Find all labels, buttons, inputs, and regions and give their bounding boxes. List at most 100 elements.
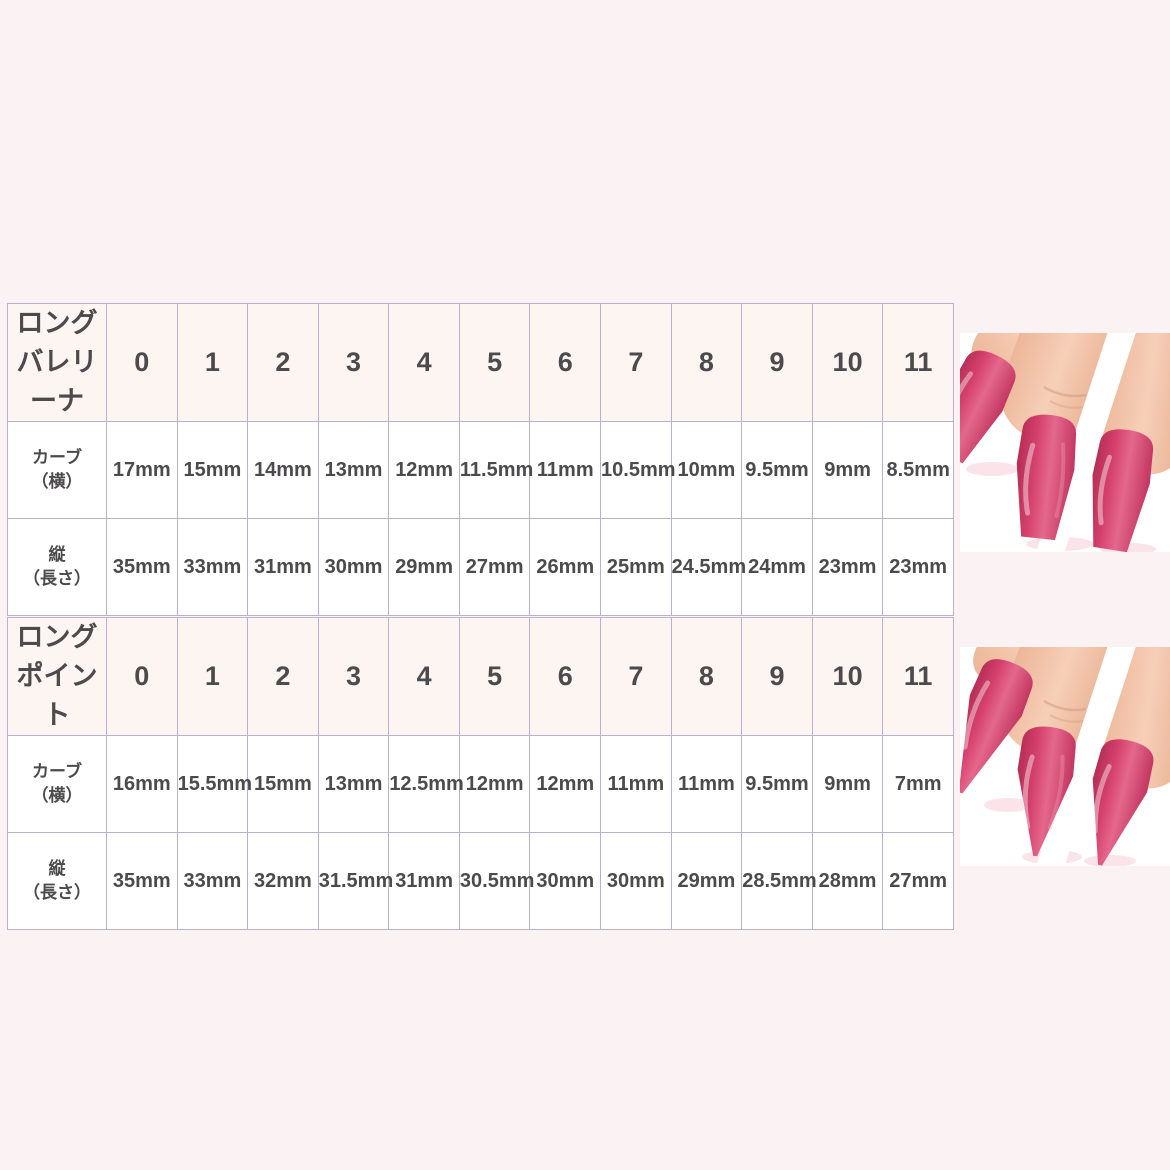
curve-label-line-1: カーブ	[32, 761, 82, 781]
size-header-cell: 0	[106, 302, 178, 423]
size-header-cell: 2	[247, 616, 319, 737]
title-line-2: ポイント	[16, 661, 98, 731]
length-value-cell: 35mm	[106, 832, 178, 931]
curve-value-cell: 10mm	[670, 421, 743, 520]
curve-value-cell: 17mm	[106, 421, 178, 520]
curve-value-cell: 7mm	[882, 735, 954, 834]
length-value-cell: 35mm	[106, 518, 178, 617]
length-value-cell: 30mm	[317, 518, 390, 617]
size-header-cell: 8	[670, 616, 743, 737]
size-header-cell: 7	[600, 302, 672, 423]
curve-value-cell: 13mm	[317, 421, 390, 520]
curve-value-cell: 11mm	[529, 421, 602, 520]
coffin-nail-left	[960, 350, 1016, 464]
size-header-cell: 11	[882, 616, 954, 737]
length-value-cell: 28mm	[811, 832, 884, 931]
length-value-cell: 24mm	[741, 518, 813, 617]
length-value-cell: 24.5mm	[670, 518, 746, 617]
stiletto-nail-right	[1092, 739, 1154, 866]
curve-value-cell: 16mm	[106, 735, 178, 834]
curve-label-line-2: （横）	[31, 786, 83, 806]
length-value-cell: 29mm	[388, 518, 460, 617]
size-header-cell: 6	[529, 616, 602, 737]
curve-value-cell: 14mm	[247, 421, 319, 520]
length-label-line-1: 縦	[48, 544, 66, 564]
curve-value-cell: 11.5mm	[458, 421, 533, 520]
length-value-cell: 31mm	[388, 832, 460, 931]
length-value-cell: 26mm	[529, 518, 602, 617]
size-header-cell: 4	[388, 616, 460, 737]
curve-value-cell: 15.5mm	[176, 735, 252, 834]
header-row: ロング ポイント 0 1 2 3 4 5 6 7 8 9 10 11	[7, 616, 954, 737]
length-value-cell: 30mm	[529, 832, 602, 931]
size-header-cell: 1	[176, 616, 249, 737]
curve-value-cell: 9.5mm	[741, 735, 813, 834]
curve-label-line-1: カーブ	[32, 447, 82, 467]
length-value-cell: 33mm	[176, 518, 249, 617]
size-header-cell: 7	[600, 616, 672, 737]
length-value-cell: 23mm	[882, 518, 954, 617]
title-line-1: ロング	[16, 622, 98, 652]
length-value-cell: 30.5mm	[458, 832, 534, 931]
curve-value-cell: 11mm	[670, 735, 743, 834]
table-title-cell: ロング ポイント	[7, 616, 107, 737]
point-size-table: ロング ポイント 0 1 2 3 4 5 6 7 8 9 10 11 カーブ （横）…	[7, 616, 954, 931]
size-header-cell: 9	[741, 616, 813, 737]
size-header-cell: 5	[458, 616, 531, 737]
curve-value-cell: 12mm	[529, 735, 602, 834]
size-header-cell: 5	[458, 302, 531, 423]
title-line-2: バレリーナ	[16, 347, 98, 417]
ballerina-size-table: ロング バレリーナ 0 1 2 3 4 5 6 7 8 9 10 11 カーブ （横…	[7, 302, 954, 617]
row-label-length: 縦 （長さ）	[7, 518, 107, 617]
length-label-line-2: （長さ）	[23, 569, 91, 589]
size-header-cell: 6	[529, 302, 602, 423]
size-header-cell: 1	[176, 302, 249, 423]
curve-row: カーブ （横） 17mm 15mm 14mm 13mm 12mm 11.5mm 1…	[7, 421, 954, 520]
row-label-curve: カーブ （横）	[7, 735, 107, 834]
header-row: ロング バレリーナ 0 1 2 3 4 5 6 7 8 9 10 11	[7, 302, 954, 423]
size-header-cell: 8	[670, 302, 743, 423]
size-header-cell: 9	[741, 302, 813, 423]
coffin-nail-center	[1016, 414, 1076, 541]
length-value-cell: 31.5mm	[317, 832, 393, 931]
length-value-cell: 30mm	[600, 832, 672, 931]
curve-value-cell: 10.5mm	[600, 421, 676, 520]
curve-value-cell: 15mm	[247, 735, 319, 834]
size-header-cell: 10	[811, 616, 884, 737]
ballerina-nails-photo	[960, 333, 1170, 552]
size-header-cell: 2	[247, 302, 319, 423]
length-value-cell: 29mm	[670, 832, 743, 931]
curve-value-cell: 15mm	[176, 421, 249, 520]
row-label-curve: カーブ （横）	[7, 421, 107, 520]
size-header-cell: 0	[106, 616, 178, 737]
length-value-cell: 27mm	[458, 518, 531, 617]
length-row: 縦（長さ） 35mm 33mm 32mm 31.5mm 31mm 30.5mm …	[7, 832, 954, 931]
curve-value-cell: 12mm	[388, 421, 460, 520]
row-label-length: 縦 （長さ）	[7, 832, 107, 931]
curve-label-line-2: （横）	[31, 472, 83, 492]
size-header-cell: 10	[811, 302, 884, 423]
length-value-cell: 23mm	[811, 518, 884, 617]
curve-value-cell: 8.5mm	[882, 421, 954, 520]
curve-row: カーブ （横） 16mm 15.5mm 15mm 13mm 12.5mm 12mm…	[7, 735, 954, 834]
stiletto-nail-left	[960, 659, 1033, 794]
length-label-line-2: （長さ）	[23, 883, 91, 903]
length-label-line-1: 縦	[48, 858, 66, 878]
curve-value-cell: 12.5mm	[388, 735, 464, 834]
curve-value-cell: 11mm	[600, 735, 672, 834]
length-row: 縦 （長さ） 35mm 33mm 31mm 30mm 29mm 27mm 26mm…	[7, 518, 954, 617]
coffin-nail-right	[1092, 429, 1154, 552]
size-header-cell: 11	[882, 302, 954, 423]
curve-value-cell: 12mm	[458, 735, 531, 834]
stiletto-nail-center	[1017, 726, 1076, 857]
curve-value-cell: 9mm	[811, 421, 884, 520]
length-value-cell: 28.5mm	[741, 832, 817, 931]
length-value-cell: 32mm	[247, 832, 319, 931]
length-value-cell: 33mm	[176, 832, 249, 931]
curve-value-cell: 9.5mm	[741, 421, 813, 520]
stiletto-nails-photo	[960, 647, 1170, 866]
curve-value-cell: 9mm	[811, 735, 884, 834]
title-line-1: ロング	[16, 308, 98, 338]
length-value-cell: 31mm	[247, 518, 319, 617]
size-header-cell: 3	[317, 302, 390, 423]
